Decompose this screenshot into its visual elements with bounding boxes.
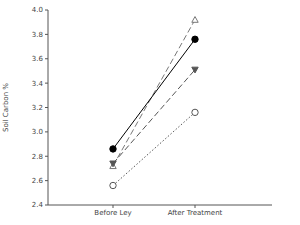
svg-text:2.8: 2.8 [32, 153, 43, 161]
svg-text:4.0: 4.0 [32, 6, 43, 14]
svg-text:3.6: 3.6 [32, 55, 44, 63]
svg-text:3.2: 3.2 [32, 104, 43, 112]
svg-text:Before Ley: Before Ley [94, 209, 131, 217]
svg-text:3.8: 3.8 [32, 31, 43, 39]
svg-text:Soil Carbon %: Soil Carbon % [8, 83, 10, 132]
svg-text:After Treatment: After Treatment [168, 209, 223, 217]
svg-text:2.4: 2.4 [32, 201, 44, 209]
svg-text:2.6: 2.6 [32, 177, 44, 185]
svg-text:3.0: 3.0 [32, 128, 43, 136]
svg-text:3.4: 3.4 [32, 80, 44, 88]
